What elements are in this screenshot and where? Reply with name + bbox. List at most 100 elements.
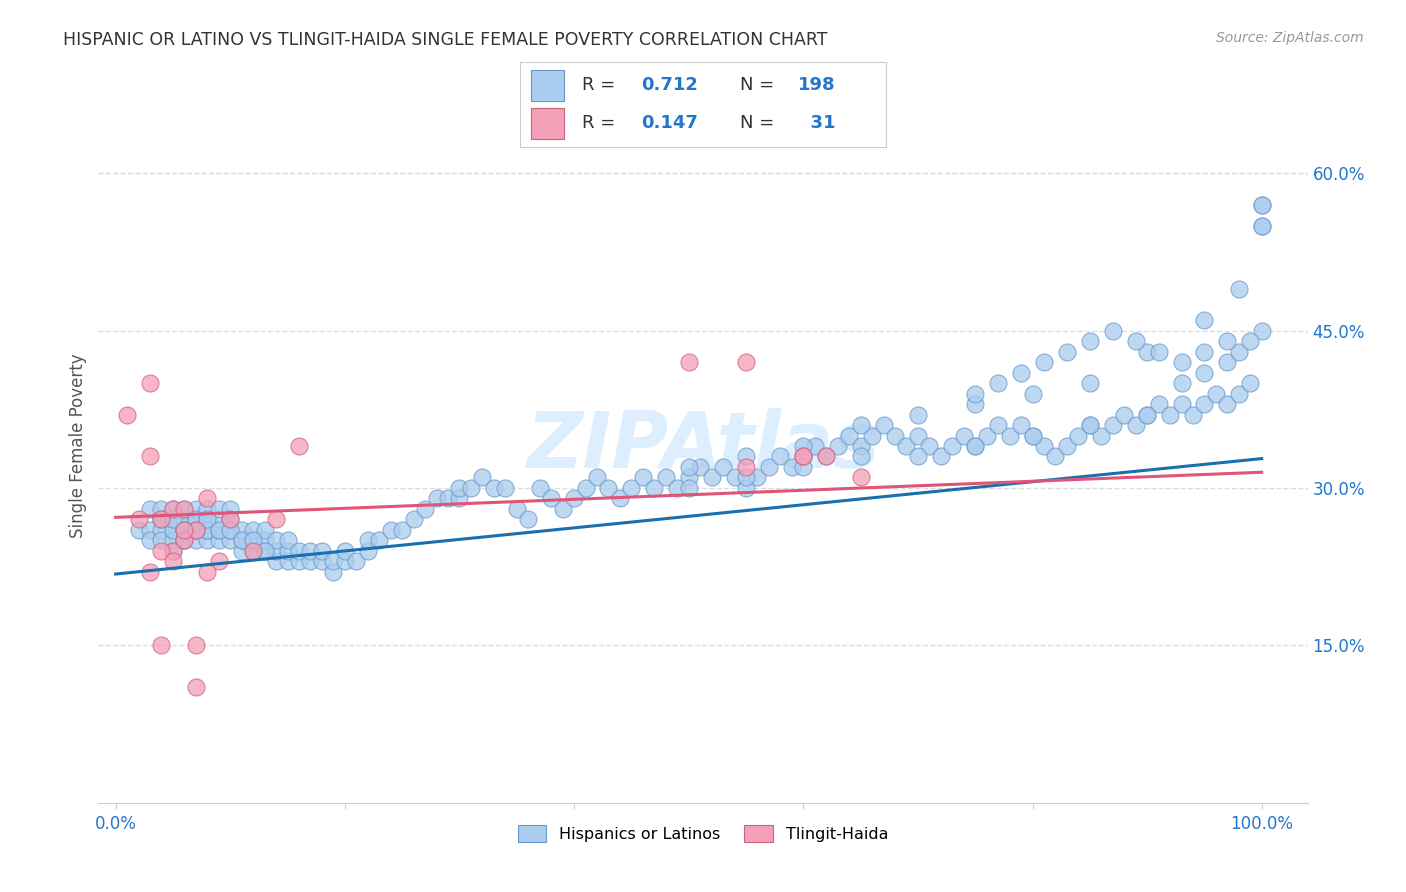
Point (139, 502, 162, 516)
Point (184, 523, 207, 537)
Point (1010, 417, 1032, 432)
Point (1136, 344, 1159, 359)
Point (219, 523, 242, 537)
Point (792, 450, 814, 464)
Point (1090, 428, 1112, 442)
Point (896, 439, 918, 453)
Point (1194, 366, 1216, 380)
Point (1078, 417, 1101, 432)
Point (184, 523, 207, 537)
Point (162, 502, 184, 516)
Text: ZIPAtlas: ZIPAtlas (526, 408, 880, 484)
Point (884, 428, 907, 442)
Point (1239, 376, 1261, 390)
Point (162, 523, 184, 537)
Point (162, 554, 184, 568)
Point (711, 460, 734, 475)
Point (849, 417, 872, 432)
Point (139, 523, 162, 537)
Point (1250, 324, 1272, 338)
Point (1170, 355, 1192, 369)
Point (128, 523, 150, 537)
Point (299, 554, 322, 568)
Point (380, 523, 402, 537)
Point (1078, 417, 1101, 432)
Point (449, 491, 471, 506)
Point (1021, 428, 1043, 442)
Point (288, 554, 311, 568)
Point (769, 450, 792, 464)
Point (219, 512, 242, 526)
Point (1056, 344, 1078, 359)
Point (322, 554, 344, 568)
Point (551, 502, 574, 516)
Point (162, 512, 184, 526)
Point (264, 512, 287, 526)
Point (929, 450, 952, 464)
Point (678, 355, 700, 369)
Point (231, 544, 253, 558)
Point (264, 533, 287, 548)
Point (1181, 408, 1204, 422)
Point (173, 512, 195, 526)
Point (1159, 408, 1181, 422)
Point (1227, 344, 1250, 359)
Point (1067, 428, 1090, 442)
Point (173, 523, 195, 537)
Point (1250, 219, 1272, 233)
Y-axis label: Single Female Poverty: Single Female Poverty (69, 354, 87, 538)
Point (598, 481, 620, 495)
Point (907, 450, 929, 464)
Point (299, 544, 322, 558)
Text: R =: R = (582, 114, 621, 132)
Point (827, 439, 849, 453)
Point (162, 512, 184, 526)
Point (678, 481, 700, 495)
Point (231, 523, 253, 537)
Point (128, 512, 150, 526)
Point (965, 439, 987, 453)
Point (482, 481, 505, 495)
Point (792, 450, 814, 464)
Point (368, 533, 391, 548)
Point (1216, 334, 1239, 348)
Point (150, 512, 173, 526)
Point (195, 523, 218, 537)
Point (208, 533, 231, 548)
Point (1250, 197, 1272, 211)
Point (735, 450, 758, 464)
Point (195, 565, 218, 579)
Point (333, 544, 356, 558)
Point (150, 533, 173, 548)
Point (173, 502, 195, 516)
Point (173, 512, 195, 526)
Point (1114, 408, 1136, 422)
Point (1227, 386, 1250, 401)
Point (253, 523, 276, 537)
Point (253, 544, 276, 558)
Point (735, 460, 758, 475)
Point (195, 491, 218, 506)
Point (780, 460, 803, 475)
Point (333, 554, 356, 568)
Point (391, 523, 413, 537)
Text: 198: 198 (799, 77, 835, 95)
Point (529, 481, 551, 495)
Point (735, 470, 758, 484)
Point (184, 533, 207, 548)
Point (1078, 376, 1101, 390)
Point (907, 428, 929, 442)
Point (872, 417, 894, 432)
Point (918, 439, 941, 453)
Point (219, 502, 242, 516)
Point (1194, 344, 1216, 359)
Point (1045, 450, 1067, 464)
Point (1170, 376, 1192, 390)
Point (184, 523, 207, 537)
Text: HISPANIC OR LATINO VS TLINGIT-HAIDA SINGLE FEMALE POVERTY CORRELATION CHART: HISPANIC OR LATINO VS TLINGIT-HAIDA SING… (63, 31, 828, 49)
Point (208, 502, 231, 516)
Point (723, 470, 745, 484)
Point (1250, 197, 1272, 211)
Point (242, 533, 264, 548)
Point (288, 439, 311, 453)
